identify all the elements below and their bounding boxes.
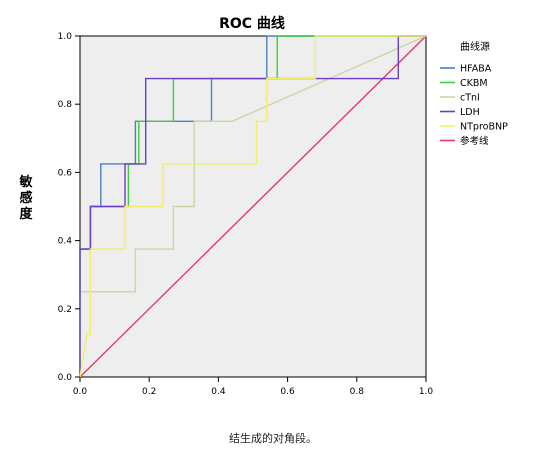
- legend-label-1: CKBM: [460, 78, 488, 89]
- series-layer: [79, 35, 427, 378]
- y-tick-label-3: 0.6: [58, 168, 73, 178]
- x-tick-label-2: 0.4: [211, 387, 226, 397]
- x-tick-label-0: 0.0: [73, 387, 88, 397]
- legend: 曲线源 HFABA CKBM cTnI LDH NTproBNP 参考线: [440, 40, 508, 147]
- legend-label-2: cTnI: [460, 93, 480, 104]
- legend-label-4: NTproBNP: [460, 122, 508, 133]
- axes-layer: 0.0 0.2 0.4 0.6 0.8 1.0 0.0 0.2 0.4 0.6 0.8 1.0: [58, 32, 434, 397]
- legend-label-5: 参考线: [460, 135, 489, 147]
- legend-label-3: LDH: [460, 107, 480, 118]
- y-tick-label-5: 1.0: [58, 32, 73, 42]
- chart-title: ROC 曲线: [219, 15, 285, 32]
- roc-chart: ROC 曲线 0.0 0.2 0.4 0.6 0.8 1.0 0.0 0.2 0.4 0.6 0.8…: [18, 15, 508, 397]
- series-line-4: [79, 35, 426, 378]
- y-tick-label-4: 0.8: [58, 100, 73, 110]
- x-tick-label-3: 0.6: [280, 387, 295, 397]
- legend-title: 曲线源: [460, 40, 490, 53]
- series-line-2: [79, 35, 427, 377]
- legend-label-0: HFABA: [460, 64, 492, 75]
- y-tick-label-0: 0.0: [58, 373, 73, 383]
- series-line-5: [79, 35, 427, 378]
- x-tick-label-1: 0.2: [142, 387, 156, 397]
- y-tick-label-2: 0.4: [58, 237, 73, 247]
- x-tick-label-4: 0.8: [350, 387, 365, 397]
- figure-caption: 结生成的对角段。: [229, 432, 317, 445]
- y-axis-label: 敏感度: [18, 174, 33, 222]
- y-tick-label-1: 0.2: [58, 305, 72, 315]
- series-line-3: [79, 35, 426, 377]
- x-tick-label-5: 1.0: [419, 387, 434, 397]
